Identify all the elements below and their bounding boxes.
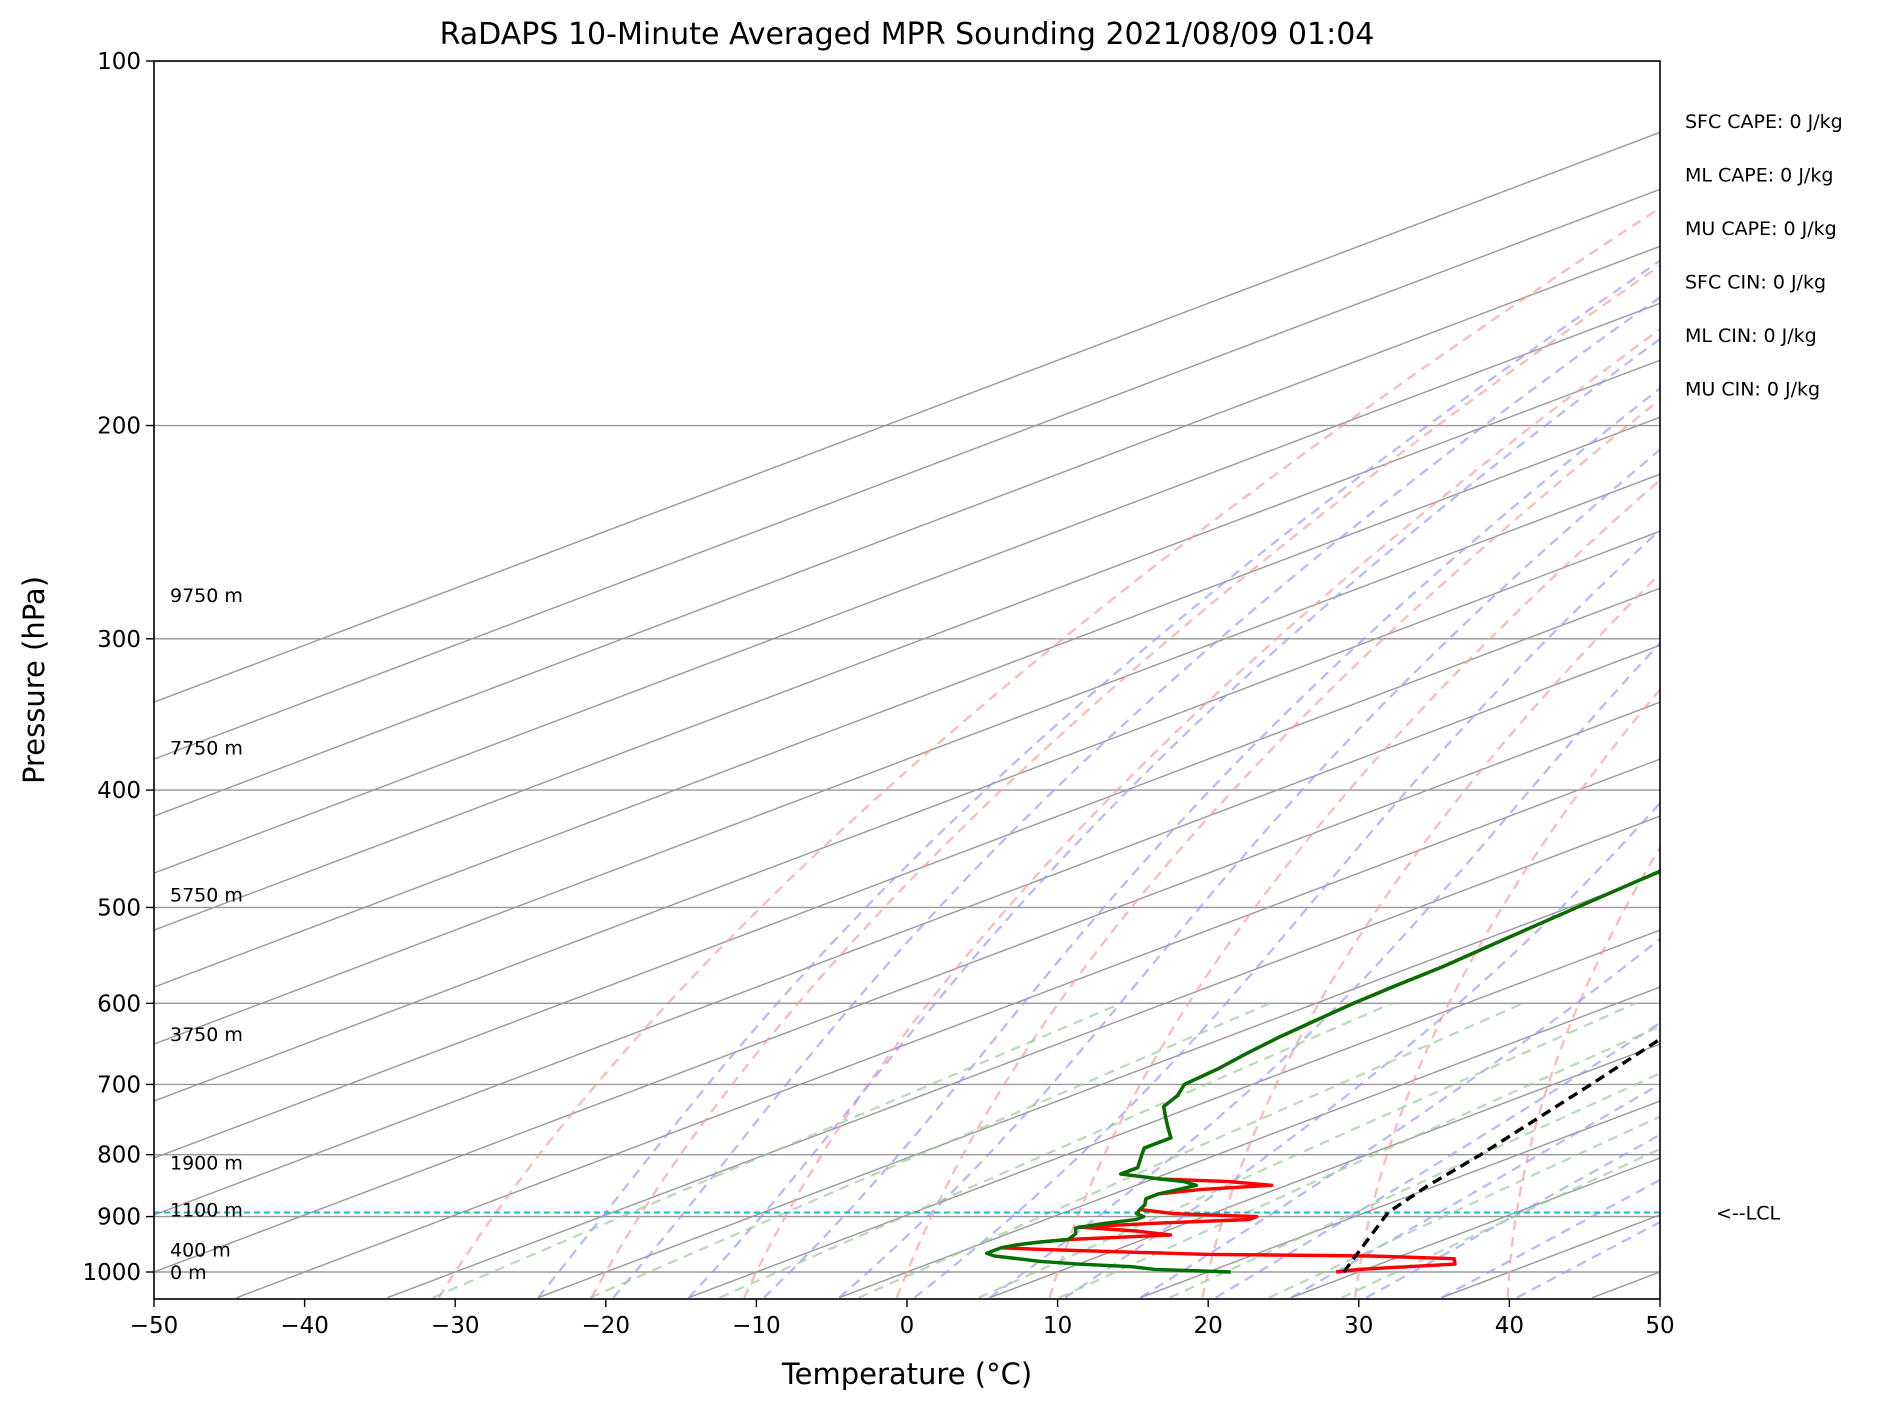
isotherm-line <box>688 929 1660 1299</box>
moist-adiabat-line <box>612 295 1660 1299</box>
y-axis-label: Pressure (hPa) <box>17 576 51 784</box>
moist-adiabat-line <box>1064 801 1660 1299</box>
parameter-text: MU CIN: 0 J/kg <box>1685 379 1820 401</box>
parameter-text: SFC CIN: 0 J/kg <box>1685 272 1826 294</box>
isotherm-line <box>387 815 1660 1299</box>
moist-adiabat-line <box>838 448 1660 1299</box>
mixing-ratio-line <box>1268 1115 1660 1299</box>
x-tick-label: 50 <box>1645 1313 1674 1339</box>
isotherm-line <box>154 188 1660 760</box>
mixing-ratio-line <box>1169 1072 1660 1299</box>
plot-frame <box>153 60 1661 1300</box>
isotherm-line <box>154 245 1660 817</box>
dry-adiabat-line <box>590 264 1660 1299</box>
y-tick-label: 200 <box>97 414 141 440</box>
y-tick-label: 1000 <box>82 1260 141 1286</box>
chart-title: RaDAPS 10-Minute Averaged MPR Sounding 2… <box>440 17 1375 52</box>
isotherm-line <box>154 359 1660 931</box>
height-label: 400 m <box>170 1239 231 1261</box>
background-lines <box>154 61 1882 1299</box>
moist-adiabat-line <box>913 528 1660 1299</box>
mixing-ratio-line <box>1058 1024 1660 1299</box>
parameter-text: SFC CAPE: 0 J/kg <box>1685 111 1843 133</box>
x-tick-label: −10 <box>732 1313 781 1339</box>
x-tick-label: 30 <box>1344 1313 1373 1339</box>
x-tick-label: −30 <box>431 1313 480 1339</box>
dry-adiabat-line <box>1201 572 1660 1298</box>
x-axis-label: Temperature (°C) <box>781 1357 1032 1391</box>
height-label: 5750 m <box>170 885 243 907</box>
lcl-label: <--LCL <box>1716 1202 1780 1224</box>
isotherm-line <box>154 701 1660 1273</box>
isotherm-line <box>838 986 1660 1299</box>
isotherm-line <box>236 758 1660 1299</box>
parameter-text: ML CIN: 0 J/kg <box>1685 325 1817 347</box>
height-label: 9750 m <box>170 585 243 607</box>
isotherm-line <box>154 644 1660 1216</box>
dry-adiabat-line <box>1506 845 1660 1298</box>
x-tick-label: 0 <box>900 1313 915 1339</box>
moist-adiabat-line <box>1139 937 1660 1299</box>
moist-adiabat-line <box>1290 1082 1660 1299</box>
mixing-ratio-line <box>858 1002 1524 1299</box>
y-tick-label: 800 <box>97 1143 141 1169</box>
height-label: 1100 m <box>170 1200 243 1222</box>
moist-adiabat-line <box>687 337 1660 1299</box>
y-tick-label: 300 <box>97 627 141 653</box>
height-label: 1900 m <box>170 1152 243 1174</box>
isotherm-line <box>989 1043 1660 1299</box>
isotherm-line <box>537 872 1660 1299</box>
dry-adiabat-line <box>437 206 1660 1299</box>
x-tick-label: 40 <box>1495 1313 1524 1339</box>
y-tick-label: 600 <box>97 991 141 1017</box>
parameter-text: ML CAPE: 0 J/kg <box>1685 165 1833 187</box>
sounding-profiles <box>984 869 1660 1274</box>
parameter-text: MU CAPE: 0 J/kg <box>1685 218 1837 240</box>
dry-adiabat-line <box>743 327 1660 1299</box>
height-label: 3750 m <box>170 1024 243 1046</box>
parameter-panel: SFC CAPE: 0 J/kg ML CAPE: 0 J/kg MU CAPE: … <box>1685 111 1843 401</box>
isotherm-line <box>154 302 1660 874</box>
x-tick-label: −20 <box>582 1313 631 1339</box>
y-axis: 100 200 300 400 500 600 700 800 900 1000 <box>82 49 154 1286</box>
x-axis: −50 −40 −30 −20 −10 0 10 20 30 40 50 <box>130 1299 1675 1339</box>
isotherm-line <box>1290 1157 1660 1299</box>
isotherm-line <box>1591 1271 1660 1299</box>
y-tick-label: 900 <box>97 1205 141 1231</box>
isotherm-line <box>154 416 1660 988</box>
x-tick-label: −50 <box>130 1313 179 1339</box>
moist-adiabat-line <box>537 259 1660 1299</box>
mixing-ratio-line <box>589 1002 1271 1299</box>
dry-adiabat-line <box>1658 1231 1660 1298</box>
mixing-ratio-line <box>978 1002 1636 1299</box>
series-line-1 <box>984 869 1660 1274</box>
mixing-ratio-line <box>718 1002 1393 1299</box>
x-tick-label: 10 <box>1043 1313 1072 1339</box>
y-tick-label: 100 <box>97 49 141 75</box>
dry-adiabat-line <box>1808 61 1882 1298</box>
moist-adiabat-line <box>763 387 1660 1299</box>
isotherm-line <box>154 530 1660 1102</box>
height-label: 7750 m <box>170 738 243 760</box>
height-label: 0 m <box>170 1262 207 1284</box>
y-tick-label: 400 <box>97 778 141 804</box>
x-tick-label: 20 <box>1194 1313 1223 1339</box>
y-tick-label: 500 <box>97 895 141 921</box>
dry-adiabat-line <box>1354 687 1660 1298</box>
mixing-ratio-line <box>432 1002 1122 1299</box>
series-line-2 <box>1342 1037 1660 1274</box>
isotherm-line <box>154 587 1660 1159</box>
y-tick-label: 700 <box>97 1072 141 1098</box>
x-tick-label: −40 <box>280 1313 329 1339</box>
isotherm-line <box>154 131 1660 703</box>
moist-adiabat-line <box>1365 1133 1660 1299</box>
isotherm-line <box>154 473 1660 1045</box>
isotherm-line <box>1140 1100 1660 1299</box>
